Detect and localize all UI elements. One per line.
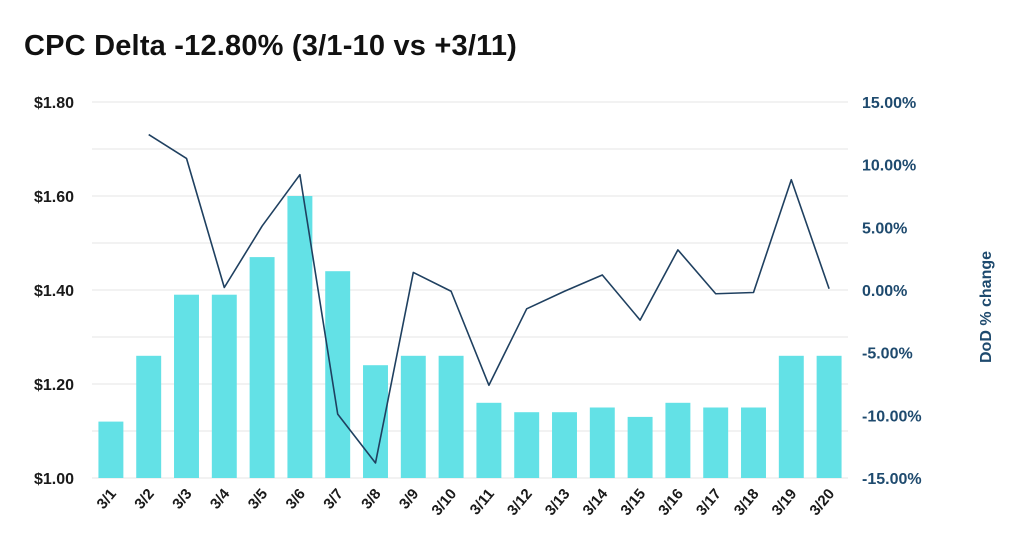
left-tick-label: $1.20 xyxy=(34,377,74,394)
left-tick-label: $1.80 xyxy=(34,95,74,112)
right-tick-label: 10.00% xyxy=(862,158,916,175)
chart-title: CPC Delta -12.80% (3/1-10 vs +3/11) xyxy=(24,30,518,62)
right-tick-label: -5.00% xyxy=(862,346,913,363)
right-tick-label: -10.00% xyxy=(862,408,922,425)
bar-3/20 xyxy=(816,355,842,478)
right-axis-label: DoD % change xyxy=(978,251,995,363)
x-tick-label: 3/5 xyxy=(245,486,271,513)
bar-3/1 xyxy=(98,421,124,478)
bar-3/15 xyxy=(627,416,653,478)
x-tick-label: 3/20 xyxy=(806,486,838,519)
bar-3/6 xyxy=(287,196,313,478)
left-tick-label: $1.40 xyxy=(34,283,74,300)
x-tick-label: 3/7 xyxy=(320,486,346,513)
x-tick-label: 3/4 xyxy=(207,485,234,512)
right-tick-label: 0.00% xyxy=(862,283,907,300)
x-tick-label: 3/8 xyxy=(358,486,384,513)
bar-3/14 xyxy=(589,407,615,478)
bar-3/18 xyxy=(741,407,766,478)
x-tick-label: 3/11 xyxy=(467,486,498,519)
bar-3/17 xyxy=(703,407,729,478)
x-tick-label: 3/3 xyxy=(169,486,195,513)
x-tick-label: 3/13 xyxy=(542,486,574,519)
x-tick-label: 3/16 xyxy=(655,486,687,519)
left-tick-label: $1.60 xyxy=(34,189,74,206)
x-tick-label: 3/18 xyxy=(731,486,763,519)
bar-3/11 xyxy=(476,402,502,478)
x-tick-label: 3/1 xyxy=(94,486,120,513)
x-tick-label: 3/14 xyxy=(580,485,612,519)
left-tick-label: $1.00 xyxy=(34,471,74,488)
x-tick-label: 3/9 xyxy=(396,486,422,513)
bar-3/9 xyxy=(400,355,426,478)
right-tick-label: 15.00% xyxy=(862,95,916,112)
right-tick-label: 5.00% xyxy=(862,220,907,237)
bar-3/5 xyxy=(249,257,275,478)
x-tick-label: 3/2 xyxy=(131,486,157,513)
bar-3/4 xyxy=(211,294,237,478)
bar-3/19 xyxy=(778,355,804,478)
bar-3/2 xyxy=(136,355,162,478)
bar-3/3 xyxy=(174,294,199,478)
x-tick-label: 3/17 xyxy=(693,486,725,519)
bar-3/13 xyxy=(552,412,577,478)
x-tick-label: 3/15 xyxy=(617,486,649,519)
bar-3/7 xyxy=(325,271,351,478)
bar-3/12 xyxy=(514,412,540,478)
dod-change-line xyxy=(148,133,830,464)
bar-3/16 xyxy=(665,402,691,478)
x-tick-label: 3/19 xyxy=(769,486,801,519)
right-tick-label: -15.00% xyxy=(862,471,922,488)
bar-3/10 xyxy=(438,355,464,478)
x-tick-label: 3/10 xyxy=(428,486,460,519)
x-tick-label: 3/12 xyxy=(504,486,536,519)
x-tick-label: 3/6 xyxy=(283,486,309,513)
